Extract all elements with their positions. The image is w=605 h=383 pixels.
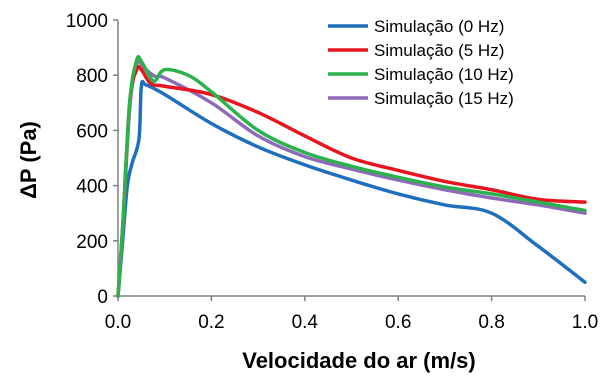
- x-tick-label: 0.0: [105, 312, 131, 333]
- series-lines: [116, 54, 587, 298]
- y-tick-label: 600: [76, 121, 108, 142]
- legend-label: Simulação (5 Hz): [374, 41, 504, 60]
- x-ticks: 0.0 0.2 0.4 0.6 0.8 1.0: [105, 296, 598, 333]
- x-tick-label: 0.6: [385, 312, 411, 333]
- y-tick-label: 800: [76, 66, 108, 87]
- legend: Simulação (0 Hz) Simulação (5 Hz) Simulaçã…: [328, 17, 514, 108]
- legend-label: Simulação (0 Hz): [374, 17, 504, 36]
- legend-label: Simulação (15 Hz): [374, 89, 514, 108]
- y-tick-label: 200: [76, 232, 108, 253]
- legend-label: Simulação (10 Hz): [374, 65, 514, 84]
- x-axis-label: Velocidade do ar (m/s): [242, 348, 476, 373]
- x-tick-label: 0.2: [198, 312, 224, 333]
- x-tick-label: 0.8: [478, 312, 504, 333]
- x-tick-label: 0.4: [292, 312, 319, 333]
- y-axis-label: ΔP (Pa): [16, 121, 41, 199]
- plot-area: 0.0 0.2 0.4 0.6 0.8 1.0 0 200 400 600 800 1000: [66, 11, 598, 333]
- y-tick-label: 0: [97, 287, 108, 308]
- x-tick-label: 1.0: [572, 312, 598, 333]
- y-tick-label: 400: [76, 177, 108, 198]
- y-tick-label: 1000: [66, 11, 108, 32]
- y-ticks: 0 200 400 600 800 1000: [66, 11, 118, 308]
- series-line-0: [116, 79, 587, 298]
- series-line-2: [116, 54, 587, 298]
